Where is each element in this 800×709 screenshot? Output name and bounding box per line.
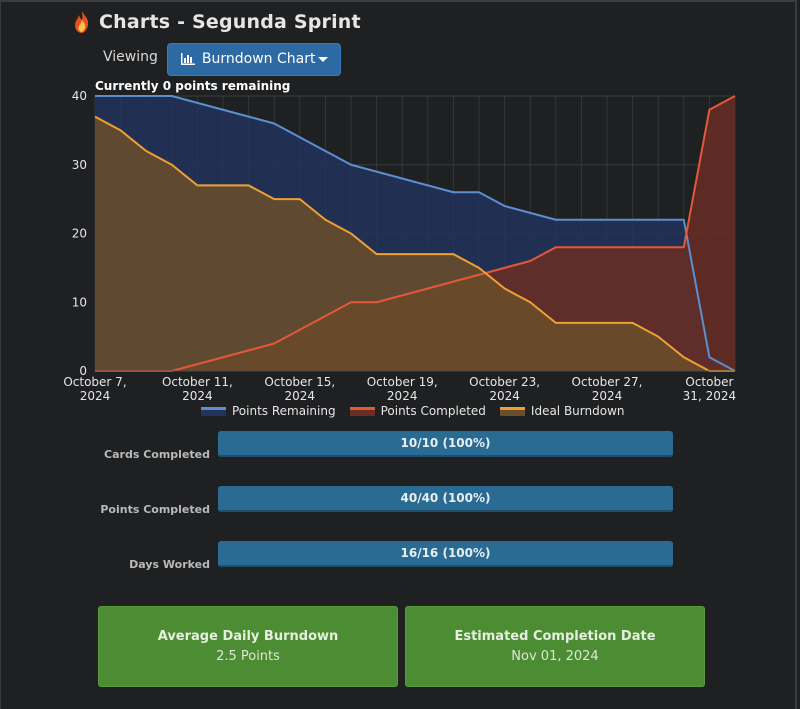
progress-bar-fill: 10/10 (100%) xyxy=(218,431,673,457)
stat-label: Days Worked xyxy=(129,558,210,571)
legend-label: Points Completed xyxy=(380,404,486,418)
legend-item-points-remaining[interactable]: Points Remaining xyxy=(201,404,336,418)
line-points-completed xyxy=(95,95,736,372)
summary-card: Estimated Completion Date Nov 01, 2024 xyxy=(405,606,705,687)
page-header: Charts - Segunda Sprint xyxy=(73,8,361,36)
stat-row: Points Completed 40/40 (100%) xyxy=(1,486,800,516)
chart-selector-row: Viewing Burndown Chart xyxy=(103,42,341,76)
viewing-label: Viewing xyxy=(103,49,158,65)
legend-item-ideal-burndown[interactable]: Ideal Burndown xyxy=(499,404,625,418)
progress-bar: 10/10 (100%) xyxy=(218,431,673,457)
fire-icon xyxy=(73,10,91,34)
caret-down-icon xyxy=(317,56,328,62)
x-tick-label: 31, 2024 xyxy=(683,389,736,403)
legend-swatch xyxy=(201,406,226,416)
x-tick-label: October 23, xyxy=(469,375,540,389)
chart-type-dropdown[interactable]: Burndown Chart xyxy=(166,42,341,76)
summary-card: Average Daily Burndown 2.5 Points xyxy=(98,606,398,687)
legend-swatch xyxy=(499,406,525,416)
summary-card-title: Estimated Completion Date xyxy=(454,629,656,644)
y-tick-label: 0 xyxy=(79,364,87,378)
stat-label: Points Completed xyxy=(100,503,210,516)
x-tick-label: 2024 xyxy=(592,389,623,403)
summary-card-value: Nov 01, 2024 xyxy=(511,649,599,664)
summary-card-title: Average Daily Burndown xyxy=(157,629,339,644)
x-tick-label: October xyxy=(685,375,733,389)
y-tick-label: 30 xyxy=(72,158,87,172)
chart-title: Currently 0 points remaining xyxy=(95,79,291,93)
stat-row: Days Worked 16/16 (100%) xyxy=(1,541,800,571)
chart-legend: Points Remaining Points Completed Ideal Bu… xyxy=(201,404,639,418)
chart-type-selected: Burndown Chart xyxy=(201,51,316,67)
stat-label: Cards Completed xyxy=(104,448,210,461)
line-points-remaining xyxy=(95,95,736,372)
legend-label: Points Remaining xyxy=(232,404,336,418)
legend-label: Ideal Burndown xyxy=(530,404,625,418)
area-ideal-burndown xyxy=(95,116,735,371)
bar-chart-icon xyxy=(180,52,196,66)
x-tick-label: 2024 xyxy=(285,389,316,403)
x-tick-label: October 19, xyxy=(367,375,438,389)
y-tick-label: 40 xyxy=(72,89,87,103)
stat-row: Cards Completed 10/10 (100%) xyxy=(1,431,800,461)
x-tick-label: October 11, xyxy=(162,375,233,389)
x-tick-label: 2024 xyxy=(489,389,520,403)
line-ideal-burndown xyxy=(94,115,735,372)
area-points-completed xyxy=(95,96,735,371)
x-tick-label: October 7, xyxy=(63,375,126,389)
legend-swatch xyxy=(349,406,375,416)
page-title: Charts - Segunda Sprint xyxy=(99,11,361,33)
x-tick-label: October 15, xyxy=(264,375,335,389)
summary-card-value: 2.5 Points xyxy=(216,649,280,664)
progress-bar: 40/40 (100%) xyxy=(218,486,673,512)
y-tick-label: 20 xyxy=(72,227,87,241)
x-tick-label: 2024 xyxy=(387,389,418,403)
x-tick-label: 2024 xyxy=(80,389,111,403)
x-tick-label: October 27, xyxy=(572,375,643,389)
x-tick-label: 2024 xyxy=(182,389,213,403)
progress-bar-fill: 16/16 (100%) xyxy=(218,541,673,567)
legend-item-points-completed[interactable]: Points Completed xyxy=(349,404,486,418)
progress-bar-fill: 40/40 (100%) xyxy=(218,486,673,512)
progress-bar: 16/16 (100%) xyxy=(218,541,673,567)
y-tick-label: 10 xyxy=(72,295,87,309)
